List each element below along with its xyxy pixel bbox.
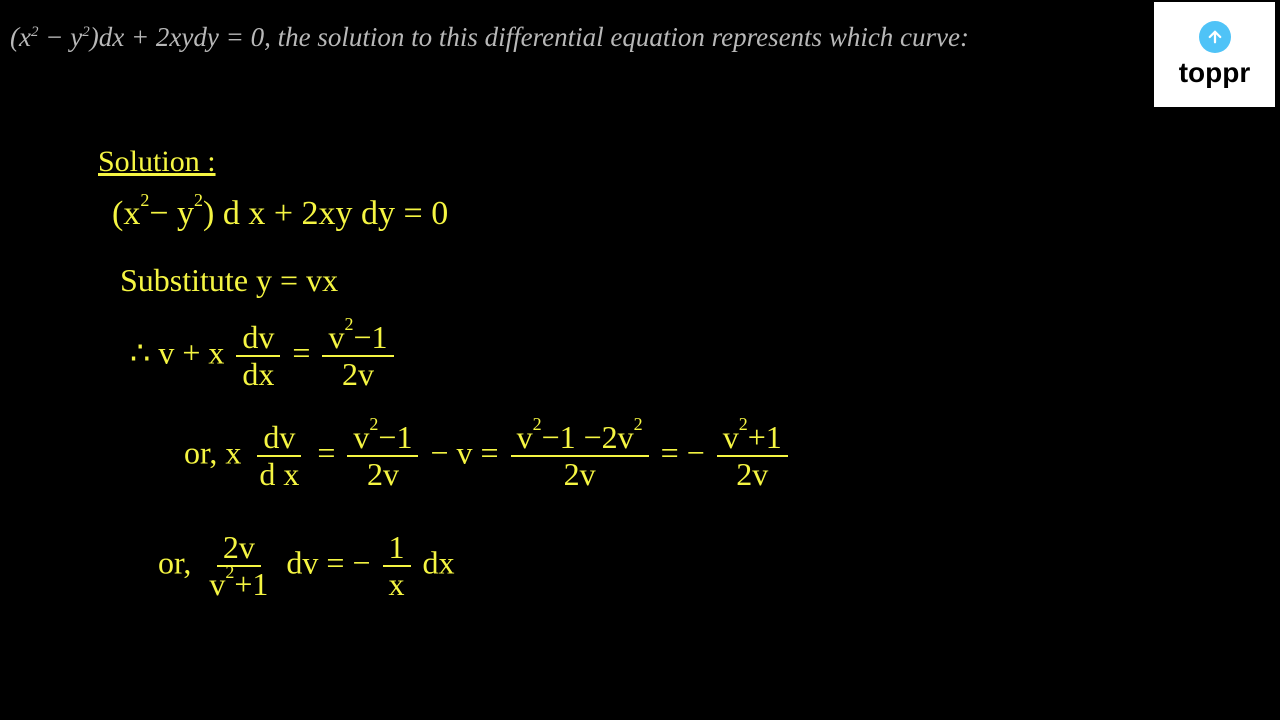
toppr-logo: toppr <box>1154 2 1275 107</box>
up-arrow-icon <box>1199 21 1231 53</box>
fraction: dv dx <box>236 320 280 392</box>
equation-line-4: or, 2v v2+1 dv = − 1 x dx <box>158 530 455 602</box>
fraction: v2−1 2v <box>347 420 418 492</box>
question-prompt: the solution to this differential equati… <box>271 22 969 52</box>
fraction: 1 x <box>383 530 411 602</box>
fraction: v2−1 2v <box>322 320 393 392</box>
question-text: (x2 − y2)dx + 2xydy = 0, the solution to… <box>10 22 969 53</box>
substitution-line: Substitute y = vx <box>120 262 338 299</box>
fraction: 2v v2+1 <box>203 530 274 602</box>
logo-text: toppr <box>1179 57 1251 89</box>
fraction: v2−1 −2v2 2v <box>511 420 649 492</box>
solution-heading: Solution : <box>98 145 216 179</box>
fraction: dv d x <box>253 420 305 492</box>
equation-line-2: ∴ v + x dv dx = v2−1 2v <box>130 320 398 392</box>
equation-line-1: (x2− y2) d x + 2xy dy = 0 <box>112 195 448 233</box>
fraction: v2+1 2v <box>717 420 788 492</box>
equation-line-3: or, x dv d x = v2−1 2v − v = v2−1 −2v2 2… <box>184 420 792 492</box>
question-equation: (x2 − y2)dx + 2xydy = 0, <box>10 22 271 52</box>
